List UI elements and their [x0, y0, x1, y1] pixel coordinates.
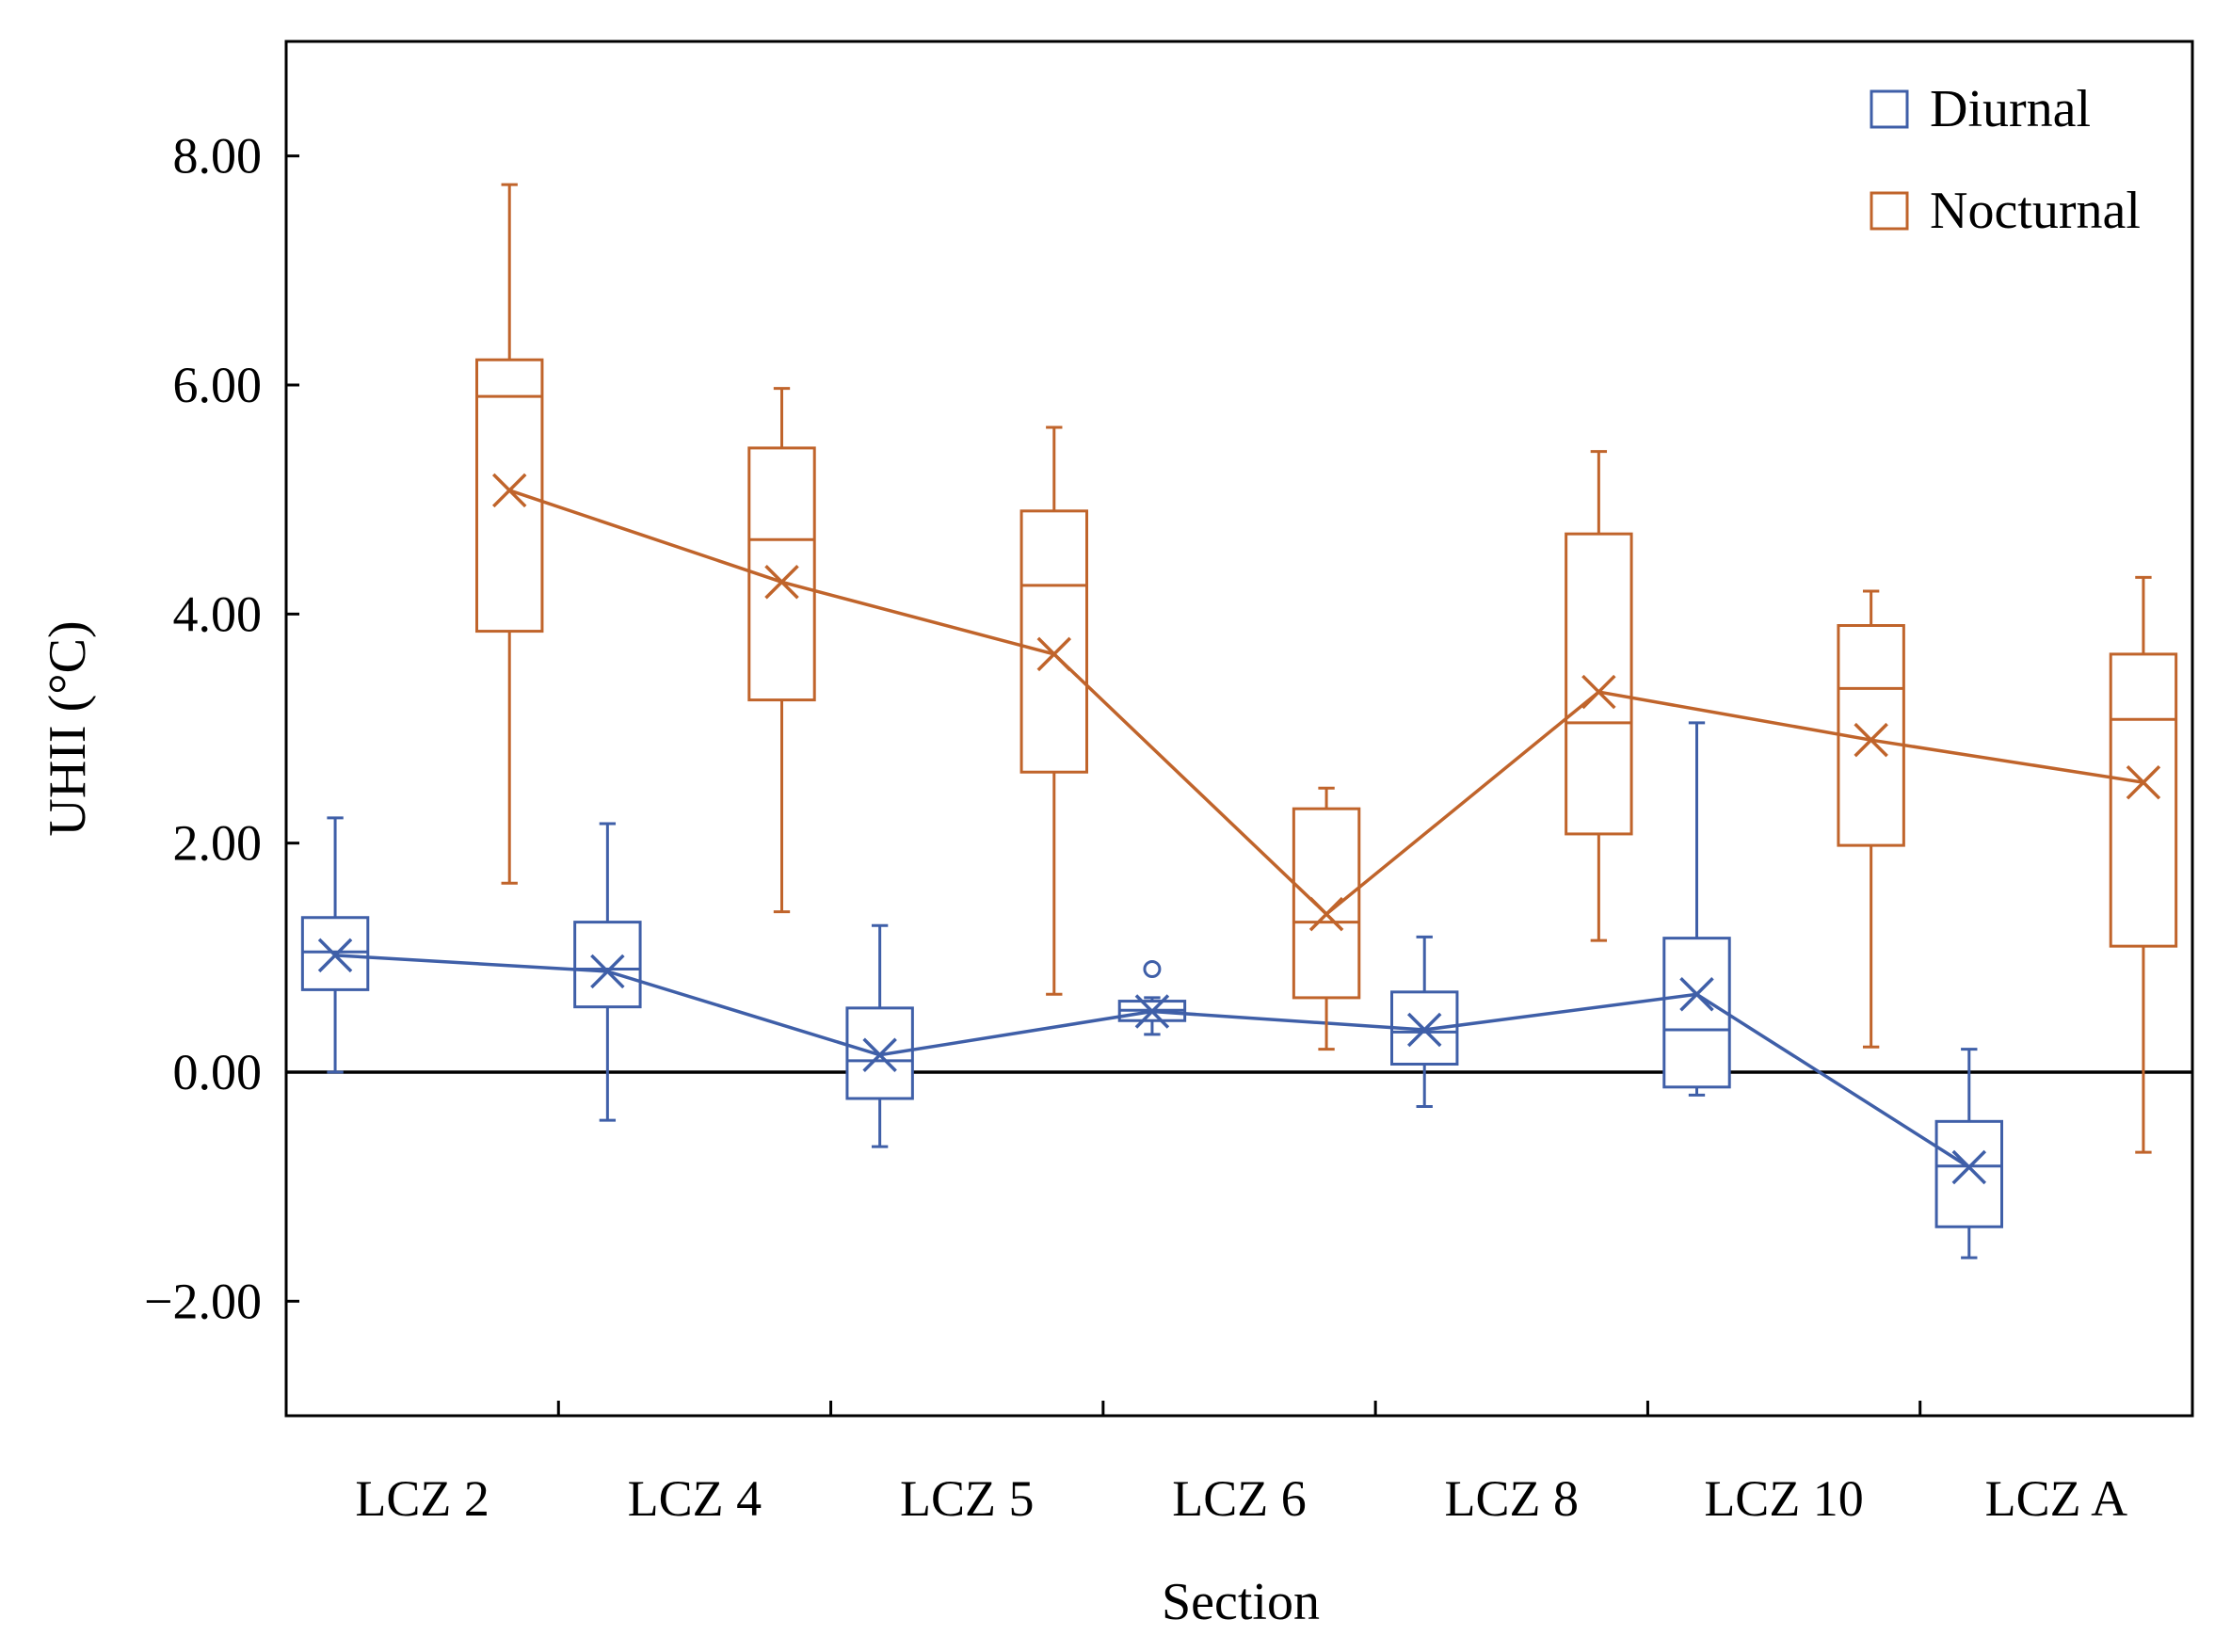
x-axis-title: Section: [1162, 1573, 1320, 1631]
mean-marker: [317, 938, 353, 973]
mean-marker: [862, 1037, 897, 1072]
mean-marker: [1036, 636, 1072, 672]
series-nocturnal: [475, 183, 2178, 1154]
y-tick-label: −2.00: [144, 1273, 262, 1329]
x-tick-label: LCZ 8: [1445, 1470, 1580, 1527]
box-iqr: [1292, 807, 1361, 1000]
plot-area-frame: [284, 40, 2194, 1418]
mean-marker: [1581, 674, 1616, 710]
legend: Diurnal Nocturnal: [1870, 80, 2141, 240]
y-tick-label: 4.00: [173, 585, 263, 642]
y-tick-label: 6.00: [173, 357, 263, 413]
series-diurnal: [300, 721, 2004, 1259]
box-iqr: [1019, 509, 1088, 774]
legend-nocturnal-label: Nocturnal: [1930, 182, 2141, 240]
mean-marker: [491, 473, 527, 508]
y-tick-label: 0.00: [173, 1044, 263, 1100]
y-tick-label: 2.00: [173, 815, 263, 872]
x-tick-label: LCZ 5: [900, 1470, 1035, 1527]
mean-marker: [1951, 1149, 1987, 1185]
y-axis-title: UHII (°C): [39, 620, 97, 836]
x-tick-label: LCZ 4: [628, 1470, 762, 1527]
y-tick-label: 8.00: [173, 128, 263, 184]
series-layer: [300, 183, 2178, 1259]
mean-marker: [1854, 722, 1888, 758]
x-tick-label: LCZ A: [1985, 1470, 2128, 1527]
mean-marker: [1134, 994, 1170, 1029]
box-iqr: [1565, 532, 1633, 836]
legend-diurnal-label: Diurnal: [1930, 80, 2091, 138]
legend-diurnal-swatch: [1870, 89, 1909, 129]
outlier-point: [1143, 960, 1162, 978]
axes-layer: 8.00 6.00 4.00 2.00 0.00 −2.00 LCZ 2 LCZ 4 LCZ 5…: [144, 128, 2192, 1527]
x-tick-label: LCZ 2: [355, 1470, 490, 1527]
mean-marker: [590, 954, 625, 989]
box-iqr: [475, 358, 544, 634]
mean-marker: [764, 565, 799, 600]
x-tick-label: LCZ 10: [1704, 1470, 1864, 1527]
x-tick-label: LCZ 6: [1172, 1470, 1307, 1527]
box-iqr: [1934, 1119, 2004, 1228]
box-iqr: [573, 921, 642, 1009]
legend-nocturnal-swatch: [1870, 191, 1909, 231]
mean-marker: [1308, 896, 1344, 932]
mean-marker: [2126, 764, 2161, 800]
mean-marker: [1679, 977, 1714, 1012]
box-iqr: [1662, 937, 1731, 1089]
box-iqr: [2109, 652, 2178, 948]
mean-marker: [1406, 1012, 1442, 1048]
